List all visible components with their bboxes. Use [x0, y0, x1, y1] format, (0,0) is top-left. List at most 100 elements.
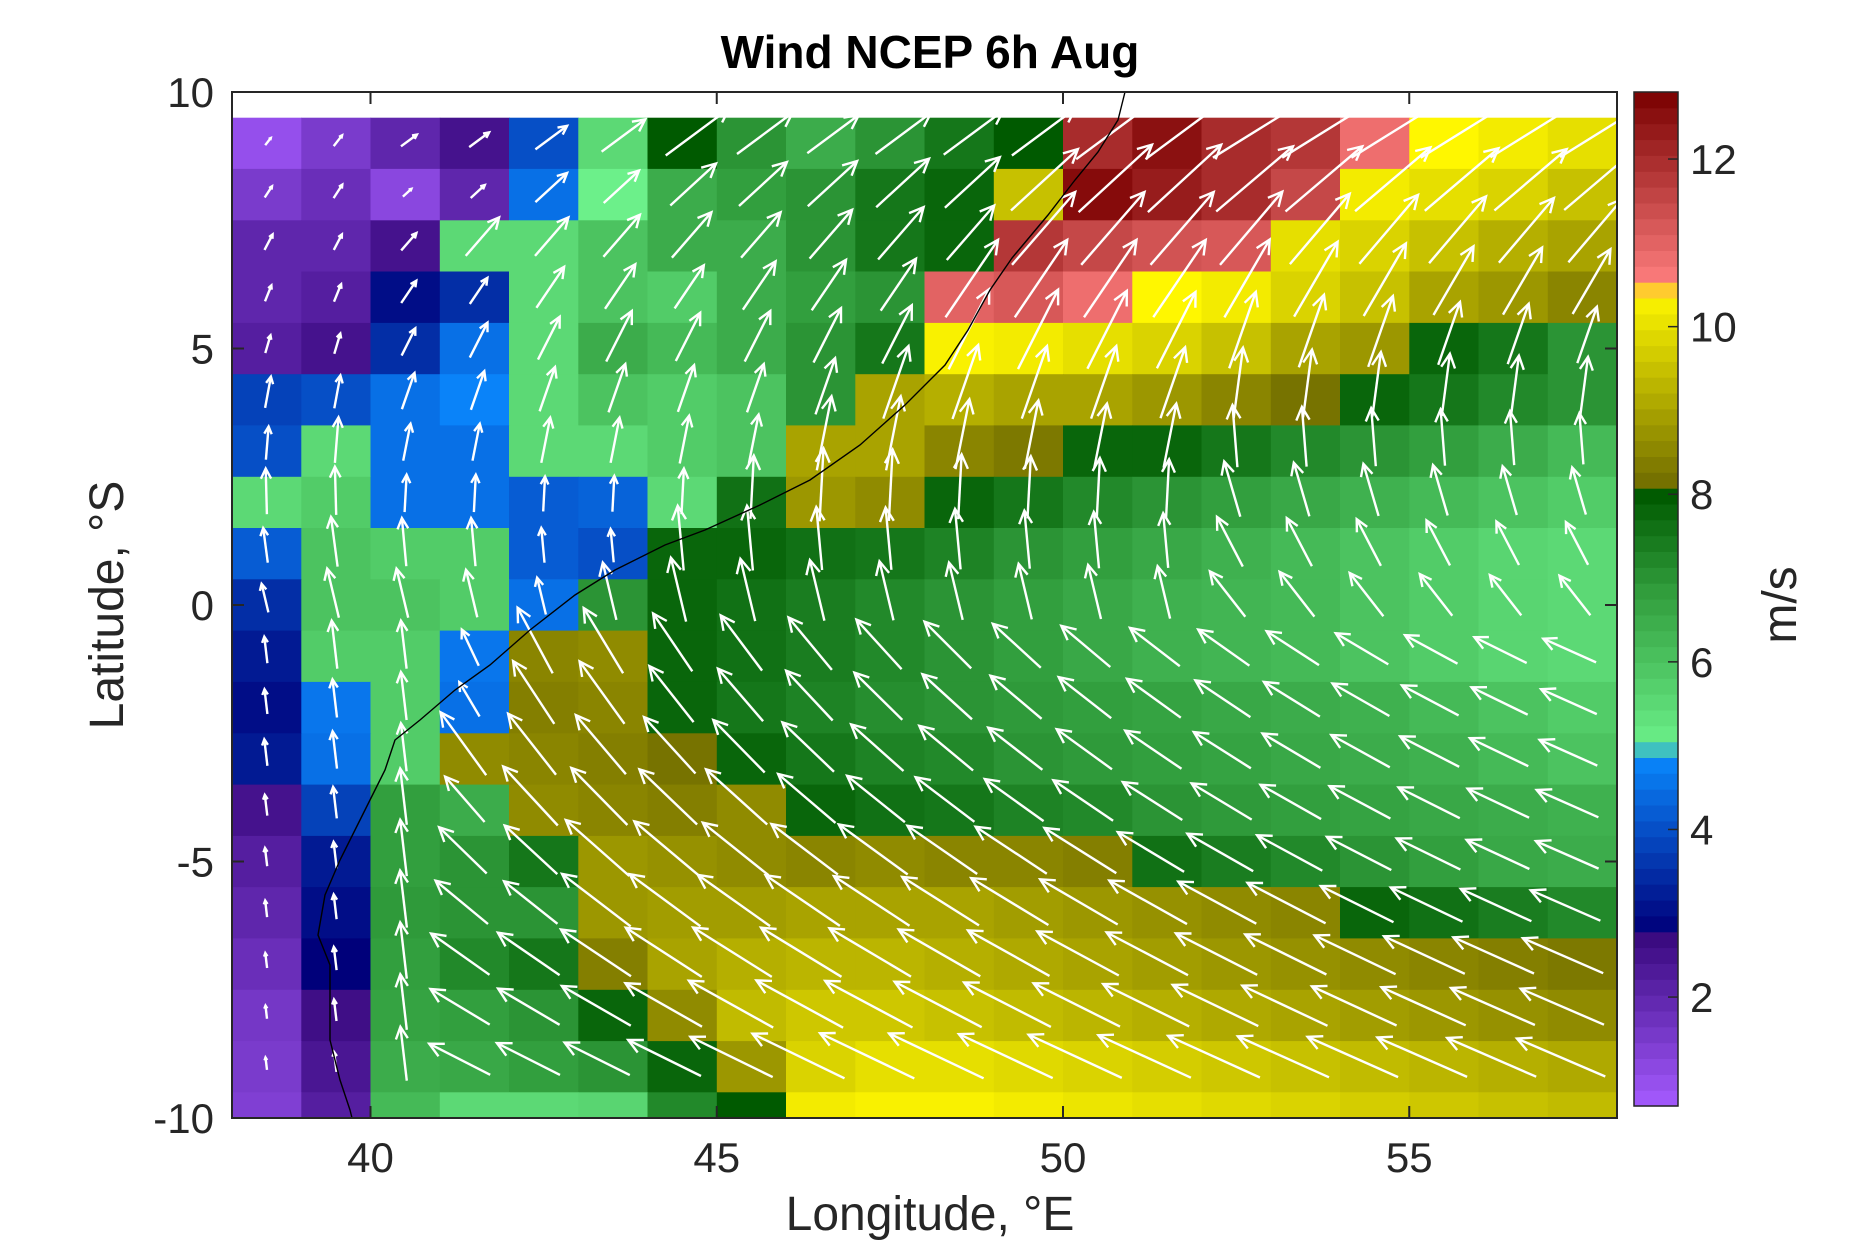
colorbar-segment — [1634, 234, 1678, 251]
colorbar-segment — [1634, 1010, 1678, 1028]
wind-arrow — [741, 259, 778, 311]
wind-arrow — [905, 824, 978, 875]
wind-arrow — [673, 263, 706, 310]
wind-arrow — [817, 1031, 915, 1080]
wind-arrow — [956, 1032, 1054, 1080]
heatmap-cell — [232, 1092, 302, 1119]
wind-arrow — [1149, 189, 1216, 266]
wind-arrow — [961, 981, 1052, 1028]
wind-arrow — [394, 919, 409, 979]
wind-arrow — [735, 556, 757, 622]
wind-arrow — [740, 210, 783, 259]
wind-arrow — [1429, 462, 1449, 516]
colorbar-segment — [1634, 884, 1678, 901]
wind-arrow — [495, 931, 561, 977]
wind-arrow — [944, 559, 964, 621]
wind-arrow — [1162, 400, 1182, 468]
wind-arrow — [1497, 195, 1556, 264]
wind-arrow — [330, 944, 339, 971]
wind-arrow — [1016, 287, 1060, 370]
wind-arrow — [805, 557, 826, 621]
wind-arrow — [745, 452, 762, 519]
wind-arrow — [394, 867, 409, 928]
colorbar-segment — [1634, 741, 1678, 758]
wind-arrow — [468, 275, 489, 305]
wind-arrow — [502, 823, 559, 875]
colorbar-segment — [1634, 947, 1678, 964]
wind-arrow — [1170, 983, 1259, 1028]
wind-arrow — [784, 668, 834, 722]
colorbar-segment — [1634, 440, 1678, 457]
heatmap-cell — [993, 1092, 1064, 1119]
wind-arrow — [1075, 96, 1161, 161]
colorbar-segment — [1634, 266, 1678, 283]
x-axis-label: Longitude, °E — [786, 1188, 1075, 1241]
wind-arrow — [988, 673, 1043, 720]
heatmap-cell — [1409, 1092, 1480, 1119]
colorbar-segment — [1634, 678, 1678, 695]
wind-arrow — [470, 472, 481, 513]
wind-arrow — [1026, 1033, 1123, 1079]
wind-arrow — [328, 676, 339, 718]
wind-arrow — [1260, 732, 1322, 769]
wind-arrow — [883, 446, 900, 521]
wind-arrow — [437, 825, 488, 875]
wind-arrow — [1042, 826, 1117, 875]
wind-arrow — [1083, 562, 1103, 620]
colorbar-segment — [1634, 963, 1678, 980]
wind-arrow — [1333, 631, 1389, 666]
wind-arrow — [328, 728, 339, 769]
wind-arrow — [920, 672, 973, 721]
wind-arrow — [945, 203, 996, 261]
wind-arrow — [1367, 293, 1397, 368]
wind-arrow — [1011, 106, 1078, 157]
wind-arrow — [1501, 245, 1544, 316]
colorbar-segment — [1634, 298, 1678, 315]
colorbar-segment — [1634, 92, 1678, 109]
wind-arrow — [1235, 1034, 1330, 1079]
colorbar-segment — [1634, 535, 1678, 552]
wind-arrow — [982, 777, 1045, 823]
colorbar-segment — [1634, 567, 1678, 584]
wind-arrow — [1509, 353, 1525, 416]
wind-arrow — [263, 1054, 269, 1071]
y-tick-label: 5 — [191, 326, 214, 373]
wind-arrow — [394, 765, 409, 825]
wind-arrow — [1495, 519, 1521, 566]
wind-arrow — [877, 205, 926, 261]
wind-arrow — [1115, 830, 1185, 873]
wind-arrow — [1189, 782, 1253, 821]
wind-arrow — [263, 423, 273, 460]
wind-arrow — [258, 581, 270, 613]
wind-arrow — [716, 666, 765, 722]
wind-arrow — [917, 724, 974, 772]
wind-arrow — [330, 839, 339, 869]
x-tick-label: 45 — [693, 1134, 740, 1181]
wind-arrow — [1533, 839, 1600, 870]
wind-arrow — [990, 622, 1042, 669]
colorbar-segment — [1634, 931, 1678, 949]
wind-arrow — [259, 525, 270, 563]
wind-arrow — [1124, 677, 1182, 719]
wind-arrow — [822, 979, 914, 1029]
wind-arrow — [695, 873, 771, 928]
wind-arrow — [878, 504, 895, 570]
colorbar-segment — [1634, 805, 1678, 822]
wind-arrow — [1364, 405, 1380, 467]
wind-arrow — [559, 872, 632, 928]
wind-arrow — [264, 135, 273, 146]
colorbar-segment — [1634, 519, 1678, 537]
wind-arrow — [394, 971, 409, 1030]
wind-arrow — [711, 718, 766, 774]
colorbar-segment — [1634, 789, 1678, 806]
colorbar-segment — [1634, 408, 1678, 426]
colorbar-segment — [1634, 551, 1678, 568]
heatmap-cell — [301, 1092, 372, 1119]
wind-arrow — [606, 526, 617, 563]
wind-arrow — [428, 987, 491, 1026]
wind-arrow — [1022, 453, 1039, 519]
wind-arrow — [1371, 349, 1388, 417]
colorbar-segment — [1634, 852, 1678, 869]
wind-arrow — [1212, 100, 1305, 159]
wind-arrow — [1160, 456, 1176, 518]
